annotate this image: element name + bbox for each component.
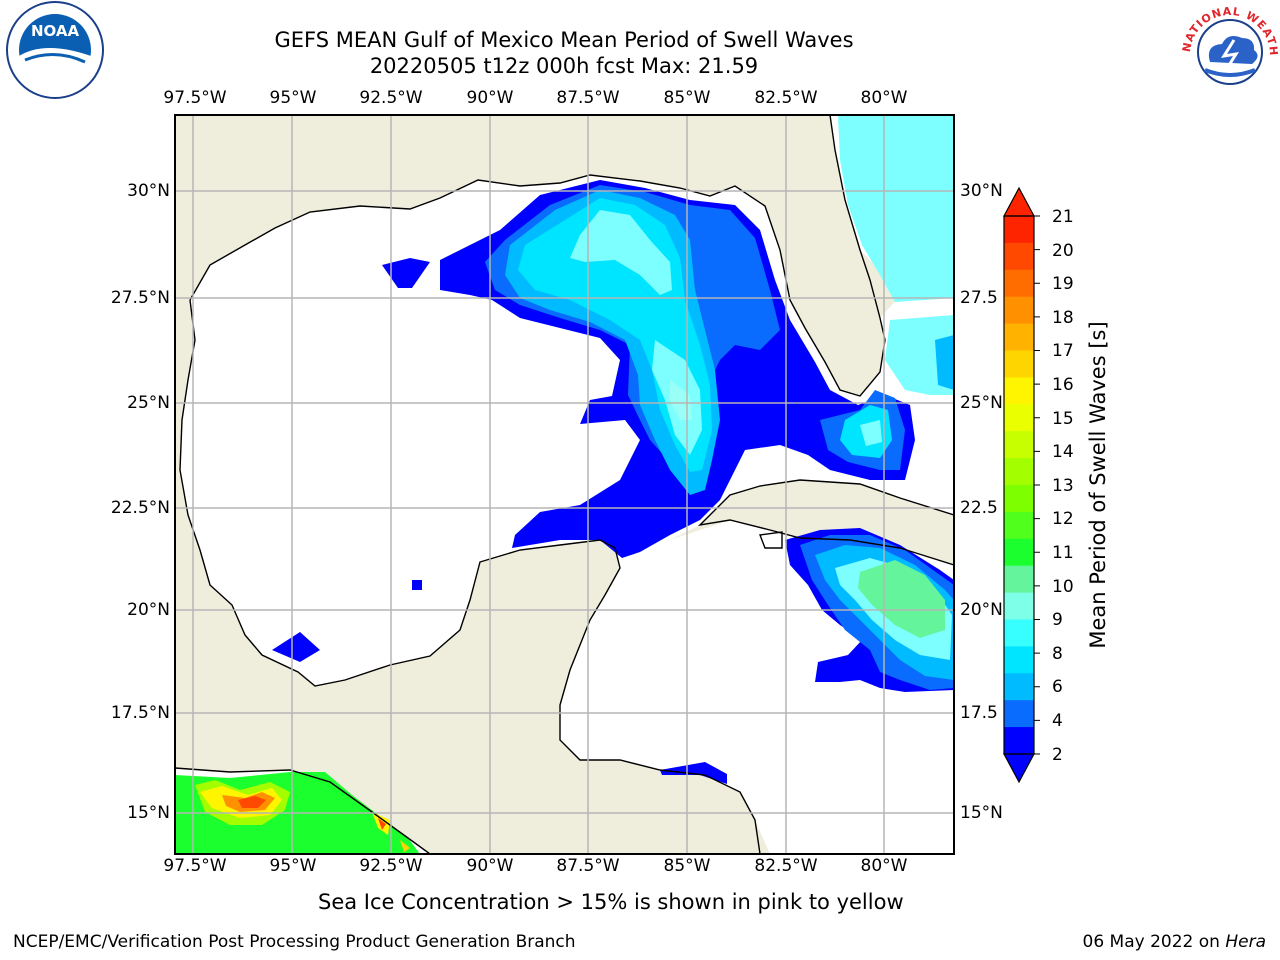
lon-label-top: 85°W — [663, 88, 711, 108]
colorbar-swatch — [1004, 485, 1034, 513]
lat-label-left: 20°N — [127, 600, 170, 620]
graticule — [175, 115, 954, 854]
lon-label-bottom: 92.5°W — [359, 856, 423, 876]
lat-label-right: 22.5 — [960, 498, 998, 518]
colorbar-tick-label: 11 — [1052, 543, 1074, 563]
lon-label-top: 87.5°W — [556, 88, 620, 108]
lon-label-bottom: 87.5°W — [556, 856, 620, 876]
colorbar-swatch — [1004, 538, 1034, 567]
colorbar-tick-label: 6 — [1052, 677, 1063, 697]
footer-org: NCEP/EMC/Verification Post Processing Pr… — [13, 932, 576, 952]
colorbar-tick-label: 18 — [1052, 308, 1074, 328]
lat-label-left: 15°N — [127, 803, 170, 823]
colorbar-swatch — [1004, 673, 1034, 701]
colorbar-swatch — [1004, 404, 1034, 432]
lat-label-right: 27.5 — [960, 288, 998, 308]
lat-label-left: 17.5°N — [110, 703, 170, 723]
colorbar-swatch — [1004, 592, 1034, 620]
colorbar-swatch — [1004, 350, 1034, 378]
lat-label-right: 15°N — [960, 803, 1003, 823]
footer-date-text: 06 May 2022 on — [1082, 932, 1226, 952]
colorbar-swatch — [1004, 269, 1034, 298]
colorbar-tick-label: 21 — [1052, 207, 1074, 227]
colorbar-tick-label: 9 — [1052, 610, 1063, 630]
lat-label-right: 17.5 — [960, 703, 998, 723]
sea-ice-note: Sea Ice Concentration > 15% is shown in … — [318, 890, 904, 914]
lon-label-bottom: 97.5°W — [163, 856, 227, 876]
colorbar-swatch — [1004, 458, 1034, 486]
lat-label-left: 25°N — [127, 393, 170, 413]
colorbar-tick-label: 4 — [1052, 711, 1063, 731]
noaa-logo: NOAA — [6, 1, 104, 99]
colorbar-tick-label: 2 — [1052, 745, 1063, 765]
colorbar-tick-label: 8 — [1052, 644, 1063, 664]
nws-logo-text: NATIONAL WEATHER SERVICE — [0, 0, 1279, 57]
nws-logo: NATIONAL WEATHER SERVICE — [0, 0, 1280, 99]
lat-label-left: 22.5°N — [110, 498, 170, 518]
swell-field-atlantic — [838, 115, 954, 395]
lon-label-top: 90°W — [466, 88, 514, 108]
chart-title: GEFS MEAN Gulf of Mexico Mean Period of … — [274, 28, 854, 52]
lon-label-bottom: 90°W — [466, 856, 514, 876]
swell-field-gulf-east — [272, 180, 915, 784]
lon-label-bottom: 80°W — [860, 856, 908, 876]
lon-label-bottom: 85°W — [663, 856, 711, 876]
lon-label-bottom: 95°W — [269, 856, 317, 876]
colorbar-extend-max — [1002, 186, 1036, 217]
map-frame — [174, 114, 955, 855]
colorbar-swatch — [1004, 700, 1034, 728]
colorbar-tick-label: 16 — [1052, 375, 1074, 395]
footer-date: 06 May 2022 on Hera — [1083, 932, 1267, 952]
lat-label-left: 27.5°N — [110, 288, 170, 308]
lon-label-top: 95°W — [269, 88, 317, 108]
lon-label-bottom: 82.5°W — [754, 856, 818, 876]
lon-label-top: 97.5°W — [163, 88, 227, 108]
colorbar-swatch — [1004, 377, 1034, 405]
colorbar-title: Mean Period of Swell Waves [s] — [1086, 321, 1110, 649]
colorbar-swatch — [1004, 565, 1034, 594]
lat-label-right: 25°N — [960, 393, 1003, 413]
colorbar-tick-label: 19 — [1052, 274, 1074, 294]
lat-label-left: 30°N — [127, 181, 170, 201]
colorbar-tick-label: 13 — [1052, 476, 1074, 496]
colorbar-swatch — [1004, 296, 1034, 325]
noaa-logo-text: NOAA — [31, 22, 80, 40]
colorbar-tick-label: 12 — [1052, 509, 1074, 529]
colorbar-tick-label: 10 — [1052, 577, 1074, 597]
colorbar-swatch — [1004, 619, 1034, 647]
map-area — [175, 115, 954, 854]
svg-text:NATIONAL WEATHER SERVICE: NATIONAL WEATHER SERVICE — [0, 0, 1280, 57]
colorbar-swatch — [1004, 646, 1034, 674]
colorbar-tick-label: 17 — [1052, 341, 1074, 361]
chart-subtitle: 20220505 t12z 000h fcst Max: 21.59 — [369, 54, 759, 78]
colorbar-swatch — [1004, 727, 1034, 755]
lon-label-top: 92.5°W — [359, 88, 423, 108]
colorbar-tick-label: 20 — [1052, 241, 1074, 261]
colorbar-swatch — [1004, 431, 1034, 459]
colorbar — [1002, 186, 1040, 784]
colorbar-tick-label: 15 — [1052, 409, 1074, 429]
colorbar-tick-label: 14 — [1052, 442, 1074, 462]
lon-label-top: 80°W — [860, 88, 908, 108]
colorbar-swatch — [1004, 242, 1034, 271]
colorbar-swatch — [1004, 216, 1034, 244]
lat-label-right: 20°N — [960, 600, 1003, 620]
footer-host: Hera — [1225, 932, 1266, 952]
lon-label-top: 82.5°W — [754, 88, 818, 108]
colorbar-swatch — [1004, 323, 1034, 351]
colorbar-swatch — [1004, 511, 1034, 540]
lat-label-right: 30°N — [960, 181, 1003, 201]
coastlines — [175, 115, 954, 854]
colorbar-extend-min — [1002, 753, 1036, 784]
